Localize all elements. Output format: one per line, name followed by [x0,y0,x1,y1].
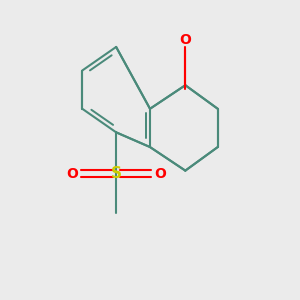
Text: S: S [111,166,122,181]
Text: O: O [154,167,166,181]
Text: O: O [179,33,191,46]
Text: O: O [67,167,79,181]
